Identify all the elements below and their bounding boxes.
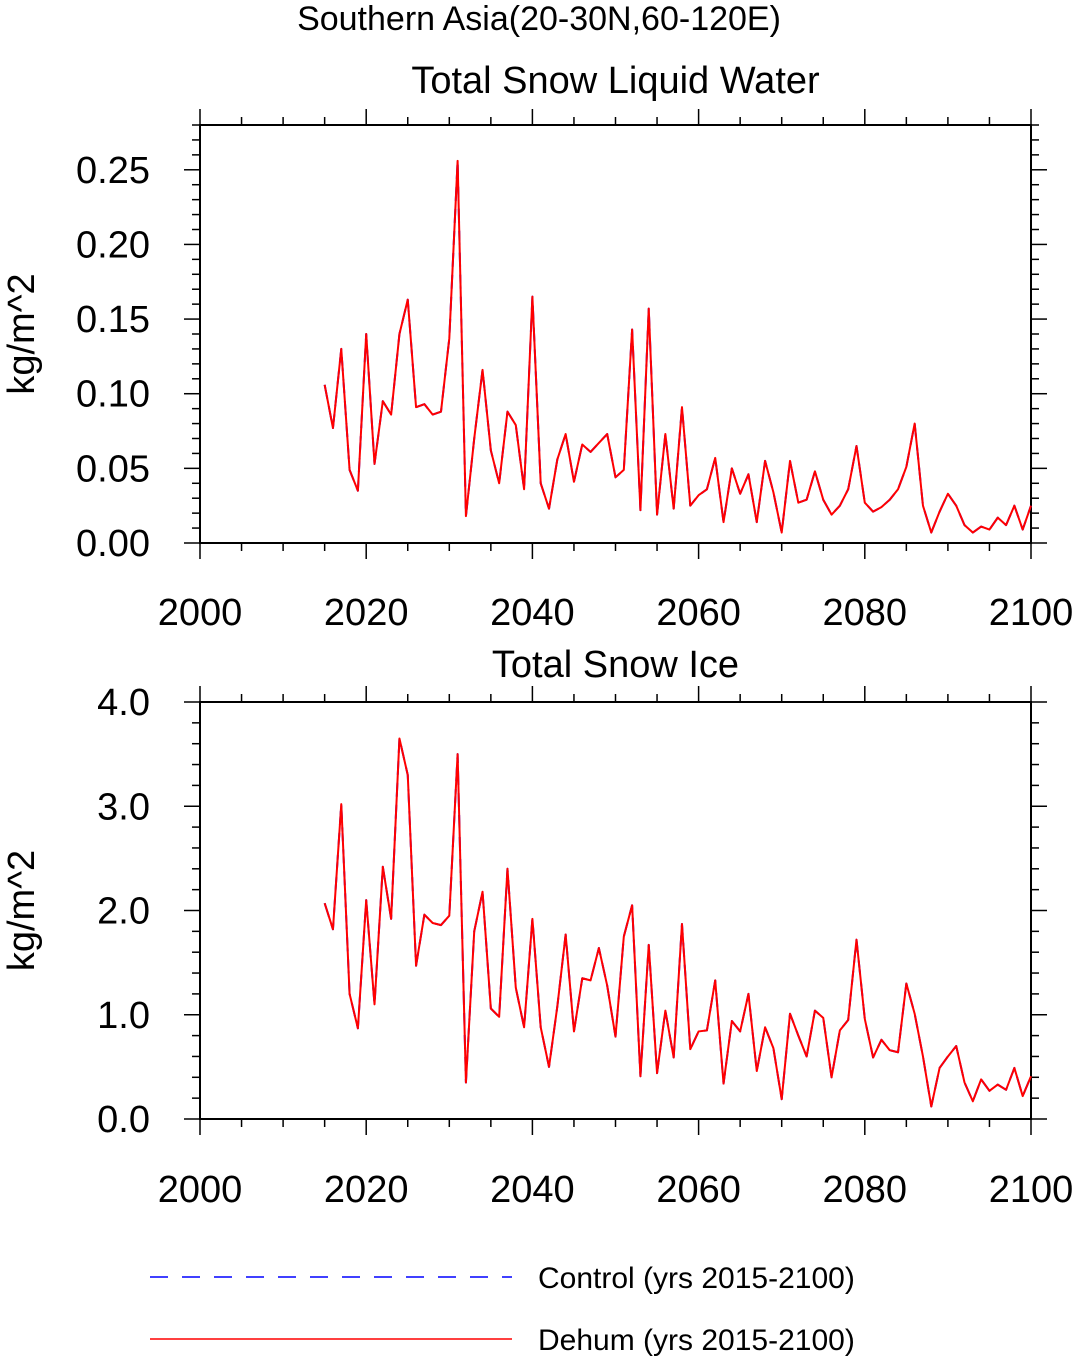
y-tick-label: 1.0 (97, 995, 150, 1037)
y-tick-label: 3.0 (97, 786, 150, 828)
chart-title: Total Snow Ice (492, 644, 739, 686)
legend-label-dehum: Dehum (yrs 2015-2100) (538, 1324, 855, 1357)
y-axis-label: kg/m^2 (1, 273, 43, 394)
y-ticks (184, 124, 1047, 544)
x-tick-label: 2020 (324, 592, 409, 634)
legend-label-control: Control (yrs 2015-2100) (538, 1262, 855, 1295)
y-tick-label: 0.00 (76, 523, 150, 565)
x-tick-label: 2060 (656, 592, 741, 634)
y-tick-label: 0.0 (97, 1099, 150, 1141)
y-axis-label: kg/m^2 (1, 850, 43, 971)
x-tick-label: 2000 (158, 592, 243, 634)
plot-frame (199, 701, 1032, 1120)
series-line-dehum (323, 737, 1032, 1108)
x-ticks (199, 686, 1032, 1135)
x-ticks (199, 109, 1032, 559)
y-tick-label: 0.25 (76, 150, 150, 192)
y-tick-label: 2.0 (97, 891, 150, 933)
series-line-dehum (323, 159, 1032, 534)
x-tick-label: 2000 (158, 1169, 243, 1211)
y-tick-label: 0.10 (76, 374, 150, 416)
chart-panels: 2000 2020 2040 2060 2080 2100 0.00 0.05 0.10 0.15… (1, 60, 1073, 1211)
chart-panel-1: 2000 2020 2040 2060 2080 2100 0.00 0.05 0.10 0.15… (1, 60, 1073, 634)
y-tick-label: 0.05 (76, 448, 150, 490)
chart-panel-2: 2000 2020 2040 2060 2080 2100 0.0 1.0 2.0 3.0 4.0 T… (1, 644, 1073, 1211)
x-tick-label: 2020 (324, 1169, 409, 1211)
x-tick-label: 2080 (823, 1169, 908, 1211)
y-tick-label: 0.20 (76, 224, 150, 266)
plot-frame (199, 124, 1032, 544)
x-tick-label: 2040 (490, 592, 575, 634)
x-tick-label: 2040 (490, 1169, 575, 1211)
legend: Control (yrs 2015-2100) Dehum (yrs 2015-… (150, 1262, 855, 1357)
y-ticks (184, 701, 1047, 1120)
series-line-control (323, 737, 1032, 1108)
x-tick-label: 2080 (823, 592, 908, 634)
chart-title: Total Snow Liquid Water (411, 60, 820, 102)
series-line-control (323, 159, 1032, 534)
x-tick-label: 2100 (989, 592, 1074, 634)
figure-suptitle: Southern Asia(20-30N,60-120E) (297, 0, 781, 38)
y-tick-label: 4.0 (97, 682, 150, 724)
x-tick-label: 2100 (989, 1169, 1074, 1211)
y-tick-label: 0.15 (76, 299, 150, 341)
x-tick-label: 2060 (656, 1169, 741, 1211)
